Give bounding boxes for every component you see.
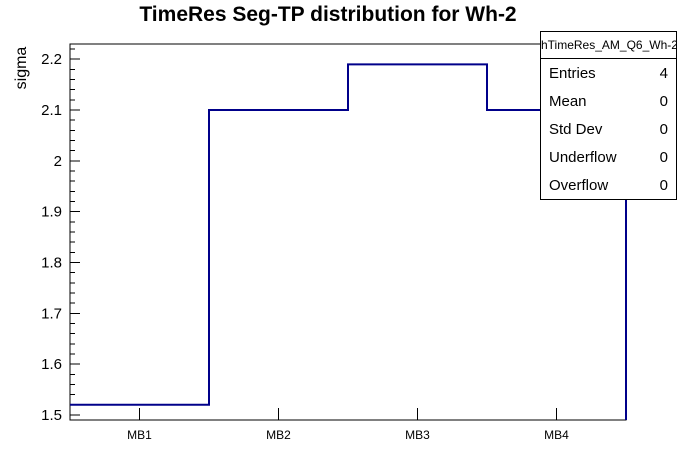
y-tick-label: 1.5: [41, 407, 62, 424]
x-tick-label: MB2: [266, 428, 291, 442]
stat-label: Std Dev: [549, 120, 603, 138]
stat-label: Mean: [549, 92, 587, 110]
y-tick-label: 1.6: [41, 356, 62, 373]
x-tick-label: MB4: [544, 428, 569, 442]
stats-row-mean: Mean 0: [541, 94, 676, 109]
y-tick-label: 1.9: [41, 204, 62, 221]
stats-row-stddev: Std Dev 0: [541, 122, 676, 137]
x-tick-label: MB3: [405, 428, 430, 442]
stat-value: 4: [659, 64, 668, 82]
stat-label: Overflow: [549, 177, 609, 195]
y-tick-label: 2.2: [41, 51, 62, 68]
stats-row-overflow: Overflow 0: [541, 178, 676, 193]
stat-value: 0: [659, 92, 668, 110]
stats-row-underflow: Underflow 0: [541, 150, 676, 165]
y-tick-label: 2: [54, 153, 62, 170]
stat-label: Entries: [549, 64, 596, 82]
stats-row-entries: Entries 4: [541, 66, 676, 81]
stats-box: hTimeRes_AM_Q6_Wh-2 Entries 4 Mean 0 Std…: [540, 31, 677, 200]
stats-rows: Entries 4 Mean 0 Std Dev 0 Underflow 0 O…: [541, 59, 676, 200]
stat-value: 0: [659, 177, 668, 195]
stats-box-title: hTimeRes_AM_Q6_Wh-2: [541, 32, 676, 59]
plot-title: TimeRes Seg-TP distribution for Wh-2: [139, 3, 517, 26]
y-tick-label: 2.1: [41, 102, 62, 119]
x-tick-label: MB1: [127, 428, 152, 442]
stat-label: Underflow: [549, 149, 617, 167]
y-tick-label: 1.7: [41, 305, 62, 322]
stat-value: 0: [659, 120, 668, 138]
y-tick-label: 1.8: [41, 254, 62, 271]
stat-value: 0: [659, 149, 668, 167]
